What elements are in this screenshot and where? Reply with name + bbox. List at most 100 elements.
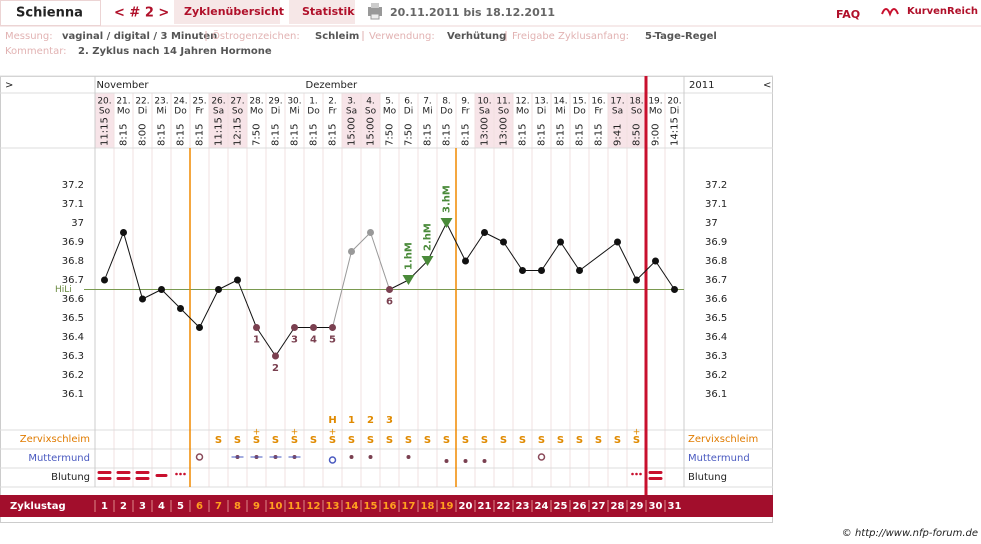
date-range: 20.11.2011 bis 18.12.2011 — [390, 6, 555, 19]
date-cell — [304, 93, 323, 148]
date-weekday: Do — [573, 107, 586, 117]
bleeding — [631, 472, 634, 476]
cervix-os — [406, 455, 411, 459]
y-tick-label: 36.6 — [705, 294, 727, 305]
user-name: Schienna — [16, 6, 83, 21]
tab[interactable] — [174, 0, 280, 24]
tab-label[interactable]: Statistik — [302, 5, 355, 18]
cycle-day: 11 — [288, 501, 302, 512]
cervix-os — [537, 453, 546, 461]
cycle-day: 23 — [516, 501, 530, 512]
cycle-day: 3 — [139, 501, 146, 512]
cycle-day: 18 — [421, 501, 435, 512]
date-time: 8:15 — [176, 124, 187, 146]
tab[interactable] — [289, 0, 355, 24]
arrow[interactable]: > — [5, 80, 13, 91]
cervix-symbol: S — [310, 435, 317, 446]
cervix-symbol: S — [576, 435, 583, 446]
y-tick-label: 36.8 — [705, 256, 727, 267]
temp-point — [652, 257, 659, 265]
cervix-symbol: S — [519, 435, 526, 446]
cervix-symbol: S — [481, 435, 488, 446]
row-label: Blutung — [51, 472, 90, 483]
brand[interactable]: KurvenReich — [907, 6, 978, 17]
temp-point — [215, 286, 222, 293]
tab-label[interactable]: Zyklenübersicht — [184, 5, 284, 18]
row-label: Muttermund — [28, 453, 90, 464]
name-box — [0, 0, 101, 26]
temp-segment — [541, 241, 561, 271]
date-cell — [266, 93, 285, 148]
date-weekday: So — [232, 107, 244, 117]
date-cell — [323, 93, 342, 148]
cervix-symbol: S — [538, 435, 545, 446]
bleeding — [179, 472, 182, 476]
cervix-plus: + — [329, 428, 337, 438]
cycle-day: 13 — [326, 501, 340, 512]
printer-icon[interactable] — [368, 3, 382, 20]
cycle-nav[interactable]: < # 2 > — [114, 6, 169, 21]
date-day: 18. — [629, 97, 643, 107]
cervix-os — [463, 459, 468, 463]
date-day: 25. — [192, 97, 206, 107]
cycle-day: 29 — [630, 501, 644, 512]
temp-segment — [180, 308, 200, 328]
date-time: 8:15 — [442, 124, 453, 146]
date-weekday: Sa — [346, 107, 357, 117]
month: November — [97, 80, 150, 91]
date-time: 8:15 — [328, 124, 339, 146]
cervix-symbol: S — [329, 435, 336, 446]
temp-segment — [237, 279, 257, 328]
temp-point — [633, 276, 640, 284]
date-time: 11:15 — [214, 117, 225, 146]
temp-point — [253, 324, 260, 331]
date-weekday: Fr — [195, 107, 204, 117]
temp-segment — [332, 251, 352, 328]
date-time: 8:15 — [575, 124, 586, 146]
date-weekday: So — [99, 107, 111, 117]
temp-point — [519, 267, 526, 274]
temp-point — [234, 276, 241, 284]
cycle-day: 22 — [497, 501, 511, 512]
date-day: 21. — [116, 97, 130, 107]
info-label: Freigabe Zyklusanfang: — [512, 31, 629, 42]
date-day: 2. — [328, 97, 337, 107]
peak-label: 1 — [348, 415, 355, 426]
cycle-day: 1 — [101, 501, 108, 512]
temp-point — [576, 267, 583, 274]
date-day: 6. — [404, 97, 413, 107]
date-time: 8:15 — [518, 124, 529, 146]
temp-point — [329, 324, 336, 331]
temp-segment — [579, 241, 618, 271]
temp-segment — [199, 289, 219, 328]
y-tick-label: 36.1 — [705, 389, 727, 400]
month: Dezember — [306, 80, 358, 91]
date-cell — [361, 93, 380, 148]
date-time: 14:15 — [670, 117, 681, 146]
temp-point — [272, 352, 279, 360]
y-tick-label: 36.7 — [62, 275, 84, 286]
date-cell — [475, 93, 494, 148]
date-weekday: Mo — [516, 107, 530, 117]
comment-value: 2. Zyklus nach 14 Jahren Hormone — [78, 46, 272, 57]
date-weekday: So — [365, 107, 377, 117]
cervix-symbol: S — [443, 435, 450, 446]
date-day: 13. — [534, 97, 548, 107]
cycle-day: 6 — [196, 501, 203, 512]
temp-point — [120, 229, 127, 236]
date-weekday: Di — [537, 107, 546, 117]
peak-label: 2 — [367, 415, 374, 426]
date-day: 20. — [667, 97, 681, 107]
date-time: 7:50 — [404, 124, 415, 146]
temp-triangle — [440, 218, 453, 228]
cervix-symbol: S — [614, 435, 621, 446]
faq-link[interactable]: FAQ — [836, 8, 860, 21]
cycle-day: 10 — [269, 501, 283, 512]
temp-point — [538, 267, 545, 274]
temp-point — [671, 286, 678, 293]
date-day: 19. — [648, 97, 662, 107]
cervix-symbol: S — [386, 435, 393, 446]
date-cell — [285, 93, 304, 148]
date-time: 12:15 — [233, 117, 244, 146]
